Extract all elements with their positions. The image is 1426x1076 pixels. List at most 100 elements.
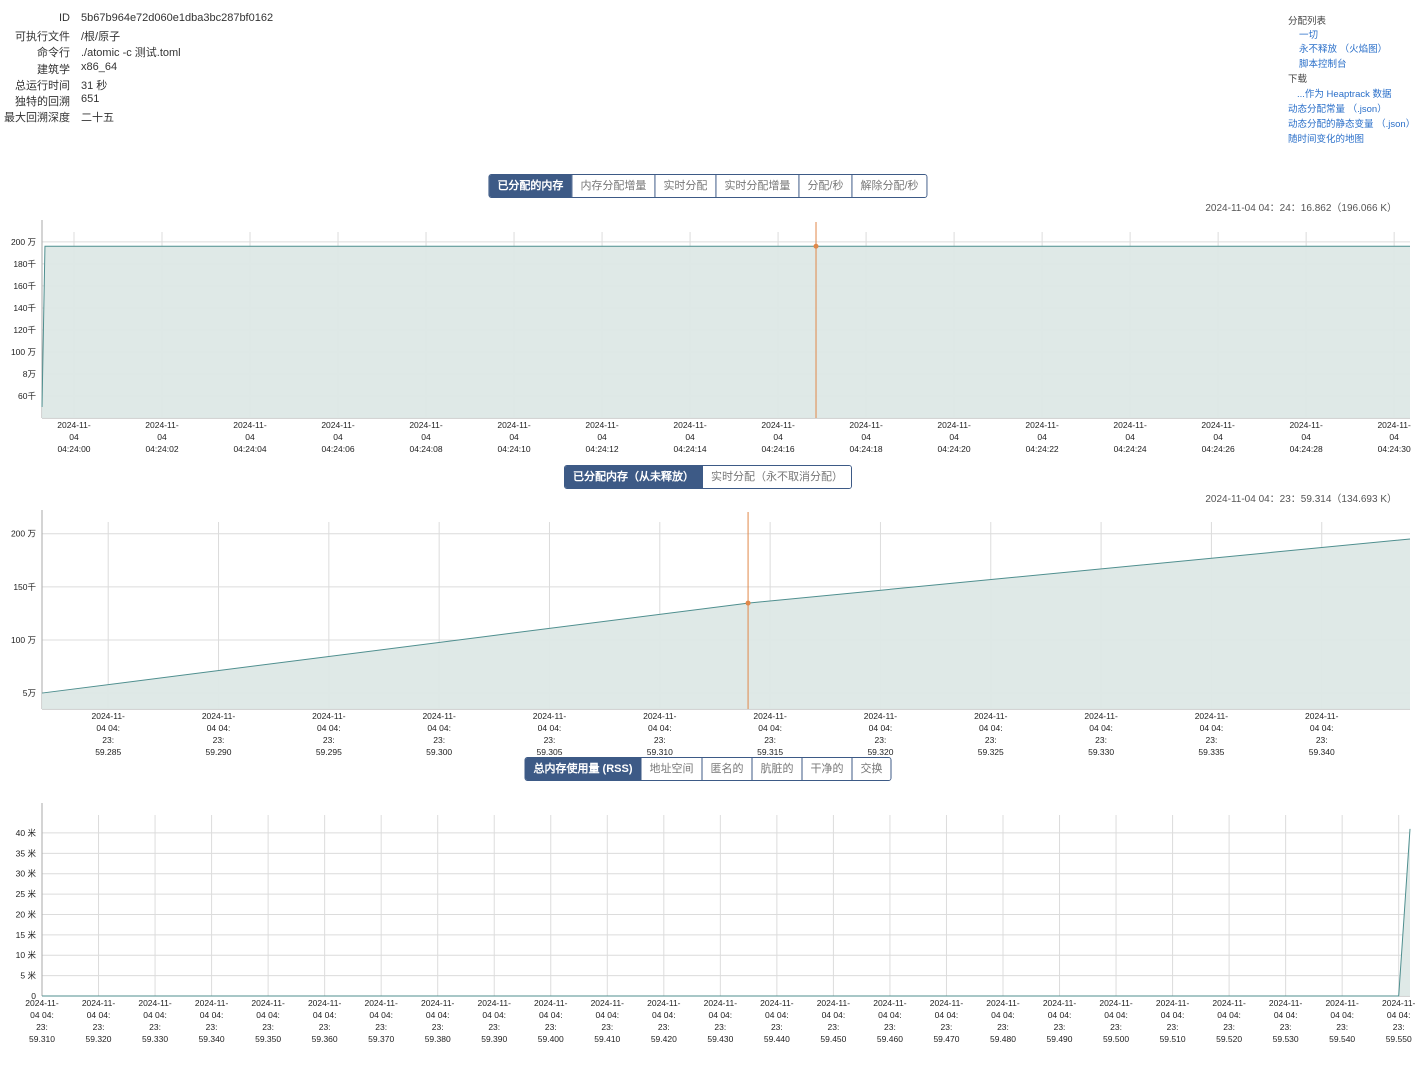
x-tick-label: 2024-11-04 04:24:04 (233, 420, 267, 454)
x-tick-label: 2024-11-04 04: 23: 59.320 (864, 711, 898, 757)
y-tick-label: 40 米 (16, 828, 37, 838)
y-tick-label: 5 米 (20, 971, 36, 981)
info-label: 最大回溯深度 (4, 112, 70, 125)
y-tick-label: 100 万 (11, 635, 36, 645)
sidebar-link[interactable]: ...作为 Heaptrack 数据 (1297, 89, 1392, 100)
y-tick-label: 20 米 (16, 909, 37, 919)
area (42, 246, 1410, 418)
tab-group: 已分配的内存 内存分配增量 实时分配 实时分配增量 分配/秒 解除分配/秒 (488, 174, 928, 198)
y-tick-label: 150千 (13, 582, 36, 592)
x-tick-label: 2024-11-04 04:24:16 (761, 420, 795, 454)
x-tick-label: 2024-11-04 04: 23: 59.315 (753, 711, 787, 757)
x-tick-label: 2024-11-04 04: 23: 59.460 (873, 998, 907, 1044)
info-value: /根/原子 (81, 31, 121, 44)
x-tick-label: 2024-11-04 04: 23: 59.550 (1382, 998, 1416, 1044)
y-tick-label: 15 米 (16, 930, 37, 940)
x-tick-label: 2024-11-04 04:24:12 (585, 420, 619, 454)
x-tick-label: 2024-11-04 04:24:14 (673, 420, 707, 454)
x-tick-label: 2024-11-04 04: 23: 59.300 (422, 711, 456, 757)
x-tick-label: 2024-11-04 04: 23: 59.340 (1305, 711, 1339, 757)
x-tick-label: 2024-11-04 04: 23: 59.480 (986, 998, 1020, 1044)
y-tick-label: 140千 (13, 303, 36, 313)
sidebar-link[interactable]: 永不释放 （火焰图） (1299, 44, 1388, 56)
x-tick-label: 2024-11-04 04: 23: 59.390 (478, 998, 512, 1044)
y-tick-label: 60千 (18, 391, 36, 401)
tab[interactable]: 地址空间 (640, 758, 702, 780)
x-tick-label: 2024-11-04 04: 23: 59.520 (1212, 998, 1246, 1044)
info-value: ./atomic -c 测试.toml (81, 47, 181, 60)
x-tick-label: 2024-11-04 04: 23: 59.360 (308, 998, 342, 1044)
x-tick-label: 2024-11-04 04: 23: 59.470 (930, 998, 964, 1044)
x-tick-label: 2024-11-04 04: 23: 59.330 (1084, 711, 1118, 757)
y-tick-label: 120千 (13, 325, 36, 335)
x-tick-label: 2024-11-04 04: 23: 59.540 (1325, 998, 1359, 1044)
x-tick-label: 2024-11-04 04: 23: 59.410 (591, 998, 625, 1044)
x-tick-label: 2024-11-04 04:24:08 (409, 420, 443, 454)
x-tick-label: 2024-11-04 04:24:24 (1113, 420, 1147, 454)
x-tick-label: 2024-11-04 04: 23: 59.450 (817, 998, 851, 1044)
tab[interactable]: 实时分配增量 (715, 175, 799, 197)
y-tick-label: 10 米 (16, 950, 37, 960)
tab[interactable]: 解除分配/秒 (851, 175, 927, 197)
info-value: 31 秒 (81, 79, 108, 92)
y-tick-label: 180千 (13, 259, 36, 269)
info-value: 二十五 (81, 112, 114, 125)
x-tick-label: 2024-11-04 04: 23: 59.310 (643, 711, 677, 757)
x-tick-label: 2024-11-04 04: 23: 59.500 (1099, 998, 1133, 1044)
area (42, 828, 1410, 996)
hover-point (813, 243, 819, 249)
x-tick-label: 2024-11-04 04:24:30 (1377, 420, 1411, 454)
tab[interactable]: 内存分配增量 (571, 175, 655, 197)
tab[interactable]: 肮脏的 (751, 758, 802, 780)
y-tick-label: 30 米 (16, 869, 37, 879)
x-tick-label: 2024-11-04 04:24:18 (849, 420, 883, 454)
y-tick-label: 0 (31, 991, 36, 1001)
tab[interactable]: 干净的 (801, 758, 852, 780)
y-tick-label: 200 万 (11, 237, 36, 247)
sidebar-link[interactable]: 随时间变化的地图 (1288, 134, 1365, 145)
x-tick-label: 2024-11-04 04: 23: 59.490 (1043, 998, 1077, 1044)
x-tick-label: 2024-11-04 04:24:26 (1201, 420, 1235, 454)
line (41, 245, 1410, 408)
y-tick-label: 160千 (13, 281, 36, 291)
sidebar-title: 分配列表 (1288, 16, 1327, 27)
tab[interactable]: 已分配的内存 (489, 175, 572, 197)
x-tick-label: 2024-11-04 04: 23: 59.290 (202, 711, 236, 757)
tab[interactable]: 交换 (851, 758, 891, 780)
y-tick-label: 25 米 (16, 889, 37, 899)
sidebar-link[interactable]: 动态分配的静态变量 （.json） (1288, 119, 1416, 130)
x-tick-label: 2024-11-04 04: 23: 59.335 (1195, 711, 1229, 757)
tab-group: 总内存使用量 (RSS) 地址空间 匿名的 肮脏的 干净的 交换 (524, 757, 892, 781)
y-tick-label: 5万 (23, 688, 36, 698)
x-tick-label: 2024-11-04 04: 23: 59.285 (91, 711, 125, 757)
sidebar-link[interactable]: 脚本控制台 (1299, 58, 1347, 70)
sidebar-link[interactable]: 动态分配常量 （.json） (1288, 104, 1387, 115)
info-value: 651 (81, 93, 100, 105)
sidebar-link[interactable]: 一切 (1299, 30, 1319, 42)
y-tick-label: 100 万 (11, 347, 36, 357)
x-tick-label: 2024-11-04 04: 23: 59.510 (1156, 998, 1190, 1044)
info-value: 5b67b964e72d060e1dba3bc287bf0162 (81, 12, 274, 24)
info-label: 总运行时间 (15, 79, 70, 92)
sidebar-title: 下载 (1288, 74, 1308, 85)
x-tick-label: 2024-11-04 04: 23: 59.330 (138, 998, 172, 1044)
tab[interactable]: 分配/秒 (798, 175, 852, 197)
y-tick-label: 35 米 (16, 848, 37, 858)
info-label: 独特的回溯 (15, 96, 70, 108)
x-tick-label: 2024-11-04 04: 23: 59.295 (312, 711, 346, 757)
line (42, 828, 1411, 997)
hover-label: 2024-11-04 04：23：59.314（134.693 K） (1205, 494, 1397, 505)
y-tick-label: 200 万 (11, 529, 36, 539)
x-tick-label: 2024-11-04 04:24:28 (1289, 420, 1323, 454)
tab[interactable]: 实时分配（永不取消分配） (702, 466, 851, 488)
x-tick-label: 2024-11-04 04: 23: 59.325 (974, 711, 1008, 757)
x-tick-label: 2024-11-04 04:24:06 (321, 420, 355, 454)
tab[interactable]: 实时分配 (654, 175, 716, 197)
x-tick-label: 2024-11-04 04:24:20 (937, 420, 971, 454)
tab[interactable]: 匿名的 (701, 758, 752, 780)
tab[interactable]: 总内存使用量 (RSS) (525, 758, 641, 780)
tab[interactable]: 已分配内存（从未释放） (565, 466, 702, 488)
x-tick-label: 2024-11-04 04: 23: 59.305 (533, 711, 567, 757)
